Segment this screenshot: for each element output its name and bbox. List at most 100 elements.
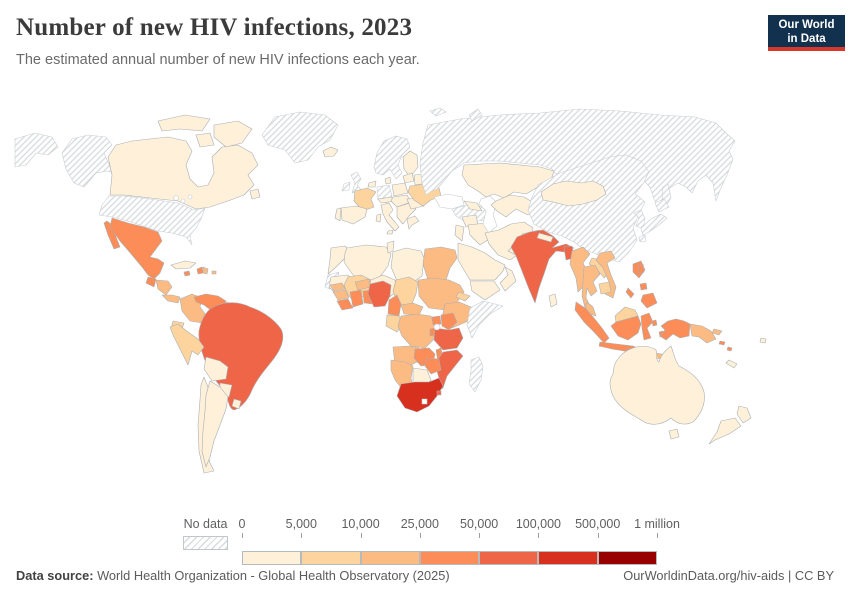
country-benelux[interactable] [367,180,377,188]
country-solomon-islands-west[interactable] [718,340,726,346]
country-novaya-zemlya[interactable] [468,108,483,122]
country-solomon-islands-east[interactable] [726,346,733,352]
country-peru[interactable] [169,323,205,366]
country-canada[interactable] [107,136,259,210]
country-central-african-republic[interactable] [400,302,424,316]
legend-bin[interactable] [479,551,539,565]
country-greenland[interactable] [261,111,339,164]
country-guatemala[interactable] [145,276,157,288]
country-australia[interactable] [609,345,705,425]
country-sierra-leone-liberia[interactable] [336,298,354,311]
country-japan-hokkaido[interactable] [654,198,670,213]
country-cuba[interactable] [170,260,197,270]
country-malaysia-borneo[interactable] [614,306,639,323]
country-eswatini[interactable] [436,390,442,396]
country-nepal[interactable] [536,232,554,243]
country-italy[interactable] [380,202,400,232]
country-madagascar[interactable] [468,356,484,393]
country-israel-jordan[interactable] [454,224,465,242]
country-indonesia-sumatra[interactable] [574,301,610,344]
legend-bin[interactable] [597,551,657,565]
country-dominican-republic[interactable] [202,266,209,275]
country-philippines-palawan[interactable] [625,287,635,299]
country-new-caledonia[interactable] [725,359,738,369]
country-vietnam[interactable] [595,250,617,299]
legend-bin[interactable] [360,551,420,565]
country-france[interactable] [353,187,377,212]
country-uruguay[interactable] [231,398,242,410]
country-guinea[interactable] [332,289,350,301]
country-somalia[interactable] [466,300,504,339]
country-new-zealand-north[interactable] [736,405,752,424]
country-finland[interactable] [402,150,419,178]
legend-bin[interactable] [419,551,480,565]
country-victoria-island[interactable] [195,132,215,148]
country-baltic-states[interactable] [402,172,415,184]
country-haiti[interactable] [196,266,204,275]
country-malaysia[interactable] [584,301,597,317]
country-greece[interactable] [406,215,420,230]
legend-no-data-swatch[interactable] [183,536,228,550]
country-tasmania[interactable] [668,428,680,440]
country-mongolia[interactable] [540,180,607,207]
country-philippines-mindanao[interactable] [640,292,658,309]
country-indonesia-sulawesi[interactable] [640,312,654,341]
legend-no-data[interactable]: No data [180,517,231,550]
country-turkmenistan-uzbekistan[interactable] [490,194,541,218]
country-japan-kyushu[interactable] [638,234,647,243]
country-sardinia[interactable] [375,213,382,223]
country-eritrea[interactable] [455,291,471,302]
country-dr-congo[interactable] [397,313,436,349]
country-svalbard[interactable] [429,107,447,117]
country-newfoundland[interactable] [249,188,261,200]
country-cote-divoire[interactable] [349,289,364,308]
country-sri-lanka[interactable] [548,293,558,308]
country-poland[interactable] [391,182,409,197]
country-papua-new-guinea[interactable] [689,323,717,344]
country-tunisia[interactable] [386,240,395,254]
country-chad[interactable] [392,276,419,307]
country-fiji[interactable] [759,337,767,344]
country-senegal[interactable] [329,282,346,292]
country-indonesia-kalimantan[interactable] [610,315,642,341]
country-iceland[interactable] [322,146,339,158]
legend-bin[interactable] [301,551,361,565]
country-bolivia[interactable] [203,356,229,382]
country-nigeria[interactable] [367,280,392,308]
country-tanzania[interactable] [433,327,464,351]
country-zimbabwe[interactable] [424,357,442,375]
country-russia[interactable] [419,108,736,208]
country-ireland[interactable] [341,181,351,192]
country-new-britain[interactable] [711,328,723,336]
country-indonesia-maluku-north[interactable] [651,319,658,327]
country-saudi-arabia[interactable] [457,242,506,281]
country-cambodia[interactable] [598,281,612,295]
country-thailand[interactable] [581,264,601,312]
country-chukotka[interactable] [14,132,59,168]
country-costa-rica-panama[interactable] [161,294,181,304]
country-uganda[interactable] [431,315,442,326]
country-yemen[interactable] [469,280,501,301]
country-china[interactable] [527,154,650,263]
country-usa[interactable] [98,195,206,246]
country-kenya[interactable] [440,312,458,331]
country-japan-honshu[interactable] [640,213,668,236]
country-united-kingdom[interactable] [350,171,363,194]
country-new-zealand-south[interactable] [708,417,742,445]
country-argentina[interactable] [201,380,229,468]
country-egypt[interactable] [422,246,458,281]
country-libya[interactable] [390,247,425,285]
country-oman[interactable] [499,266,517,292]
country-jamaica[interactable] [183,270,191,277]
country-baffin-island[interactable] [213,120,253,148]
country-taiwan[interactable] [637,263,645,275]
country-cameroon[interactable] [387,294,402,317]
country-spain[interactable] [340,205,368,225]
country-puerto-rico[interactable] [211,270,217,275]
country-portugal[interactable] [334,207,342,222]
country-caucasus[interactable] [463,200,483,212]
country-norway-sweden[interactable] [373,135,411,180]
country-denmark[interactable] [384,176,392,185]
country-india[interactable] [510,229,575,304]
legend-bin[interactable] [242,551,302,565]
